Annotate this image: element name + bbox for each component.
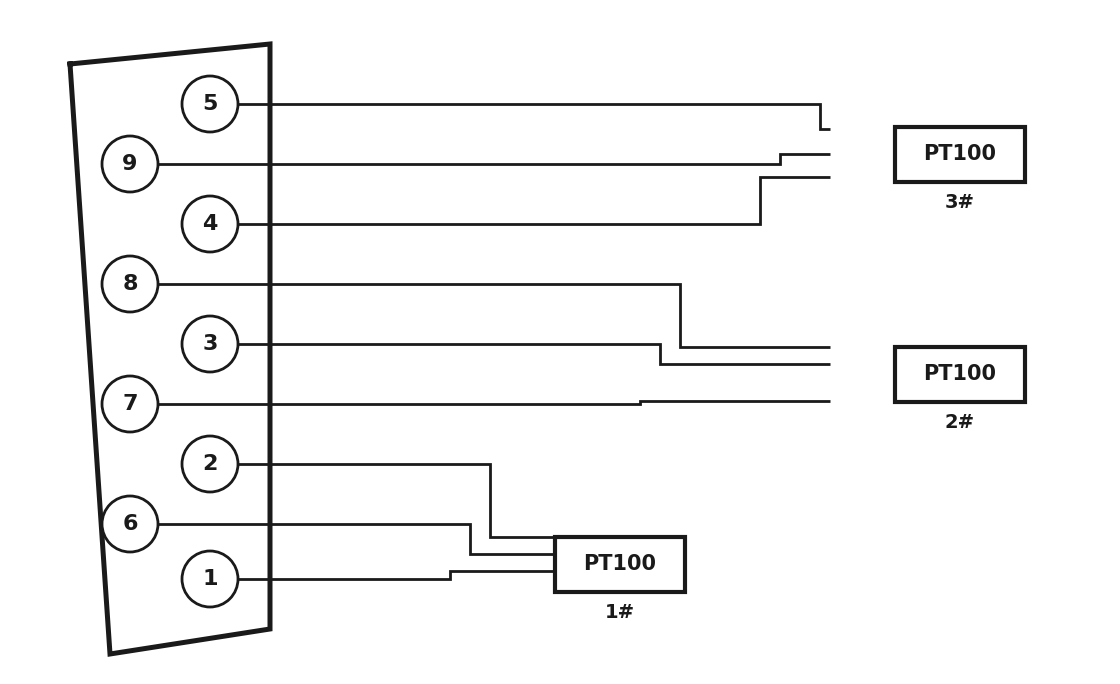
Circle shape: [102, 136, 158, 192]
Text: 5: 5: [203, 94, 217, 114]
Circle shape: [181, 551, 237, 607]
Text: 2#: 2#: [945, 414, 976, 432]
Text: 4: 4: [203, 214, 217, 234]
Circle shape: [181, 76, 237, 132]
Text: 6: 6: [122, 514, 138, 534]
Text: PT100: PT100: [924, 144, 997, 164]
Text: PT100: PT100: [584, 554, 656, 574]
Text: 1#: 1#: [605, 603, 635, 622]
Circle shape: [181, 316, 237, 372]
Text: 3#: 3#: [945, 194, 976, 213]
Circle shape: [102, 496, 158, 552]
Circle shape: [181, 196, 237, 252]
FancyBboxPatch shape: [895, 347, 1025, 402]
Text: 1: 1: [203, 569, 217, 589]
Text: 2: 2: [203, 454, 217, 474]
Text: 9: 9: [122, 154, 138, 174]
Circle shape: [102, 256, 158, 312]
Text: 3: 3: [203, 334, 217, 354]
Text: 8: 8: [122, 274, 138, 294]
Text: PT100: PT100: [924, 364, 997, 384]
FancyBboxPatch shape: [556, 536, 685, 592]
Circle shape: [181, 436, 237, 492]
Circle shape: [102, 376, 158, 432]
FancyBboxPatch shape: [895, 127, 1025, 181]
Text: 7: 7: [122, 394, 138, 414]
